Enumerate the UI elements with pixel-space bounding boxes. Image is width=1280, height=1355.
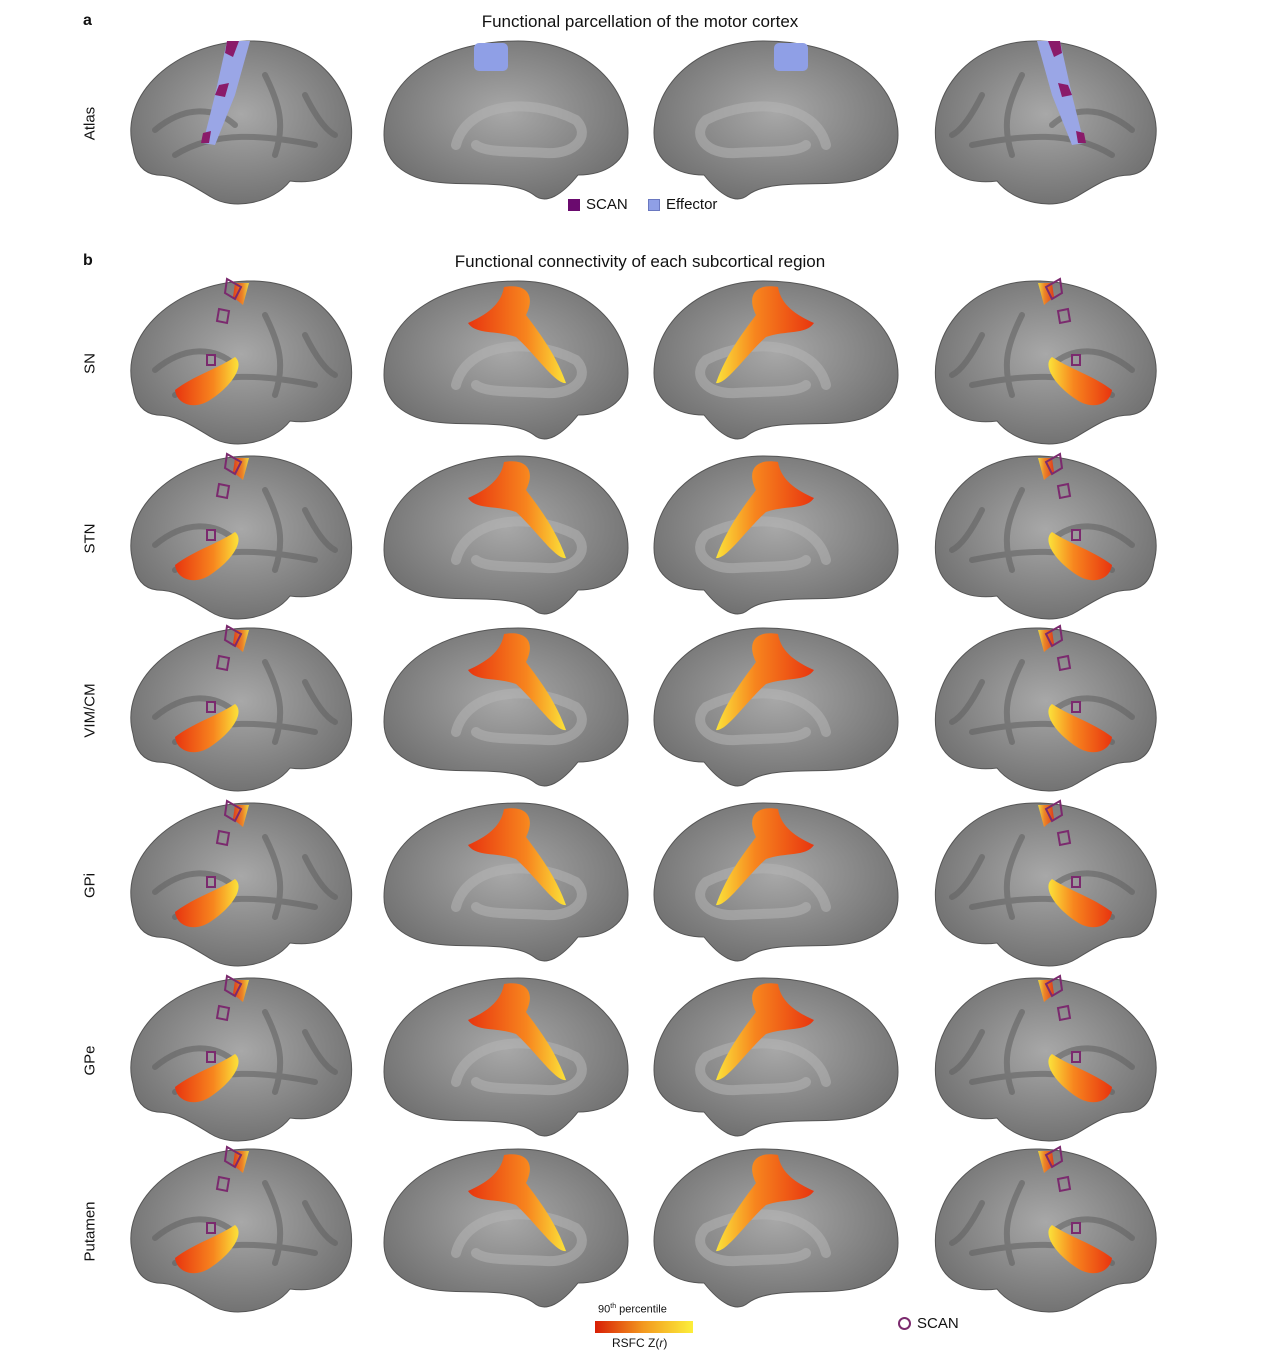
panel-b-title: Functional connectivity of each subcorti…	[454, 252, 826, 271]
row-label: STN	[81, 523, 99, 554]
effector-swatch	[648, 198, 660, 211]
medial-brain-left	[383, 802, 629, 962]
medial-brain-left	[383, 627, 629, 787]
scan-swatch	[568, 198, 580, 211]
medial-brain-right	[653, 40, 899, 200]
medial-brain-left	[383, 1148, 629, 1308]
medial-brain-right	[653, 1148, 899, 1308]
row-label: GPi	[81, 873, 99, 899]
medial-brain-right	[653, 627, 899, 787]
medial-brain-right	[653, 455, 899, 615]
lateral-brain-left	[130, 277, 353, 445]
panel-a-title: Functional parcellation of the motor cor…	[481, 12, 799, 31]
colorbar-bottom-label: RSFC Z(r)	[612, 1336, 668, 1350]
lateral-brain-right	[934, 799, 1157, 967]
scan-outline-label: SCAN	[917, 1315, 959, 1332]
medial-brain-left	[383, 977, 629, 1137]
legend-scan-label: SCAN	[586, 196, 628, 213]
medial-brain-right	[653, 802, 899, 962]
lateral-brain-left	[130, 1145, 353, 1313]
lateral-brain-right	[934, 40, 1157, 205]
lateral-brain-left	[130, 799, 353, 967]
panel-b-letter: b	[83, 252, 93, 269]
row-label: SN	[81, 353, 99, 374]
row-label: GPe	[81, 1045, 99, 1076]
lateral-brain-right	[934, 1145, 1157, 1313]
scan-outline-legend: SCAN	[898, 1315, 959, 1332]
legend-scan: SCAN	[568, 196, 628, 213]
row-label: Atlas	[81, 106, 99, 141]
lateral-brain-left	[130, 974, 353, 1142]
medial-brain-right	[653, 977, 899, 1137]
lateral-brain-left	[130, 624, 353, 792]
colorbar-top-label: 90th percentile	[598, 1303, 667, 1316]
lateral-brain-right	[934, 974, 1157, 1142]
lateral-brain-left	[130, 40, 353, 205]
panel-a-letter: a	[83, 12, 92, 29]
medial-brain-left	[383, 455, 629, 615]
colorbar	[595, 1321, 693, 1333]
medial-brain-left	[383, 40, 629, 200]
medial-brain-left	[383, 280, 629, 440]
legend-effector: Effector	[648, 196, 717, 213]
legend-effector-label: Effector	[666, 196, 718, 213]
lateral-brain-right	[934, 624, 1157, 792]
row-label: VIM/CM	[81, 683, 99, 738]
lateral-brain-right	[934, 452, 1157, 620]
row-label: Putamen	[81, 1201, 99, 1262]
lateral-brain-left	[130, 452, 353, 620]
medial-brain-right	[653, 280, 899, 440]
lateral-brain-right	[934, 277, 1157, 445]
scan-outline-icon	[898, 1317, 911, 1330]
